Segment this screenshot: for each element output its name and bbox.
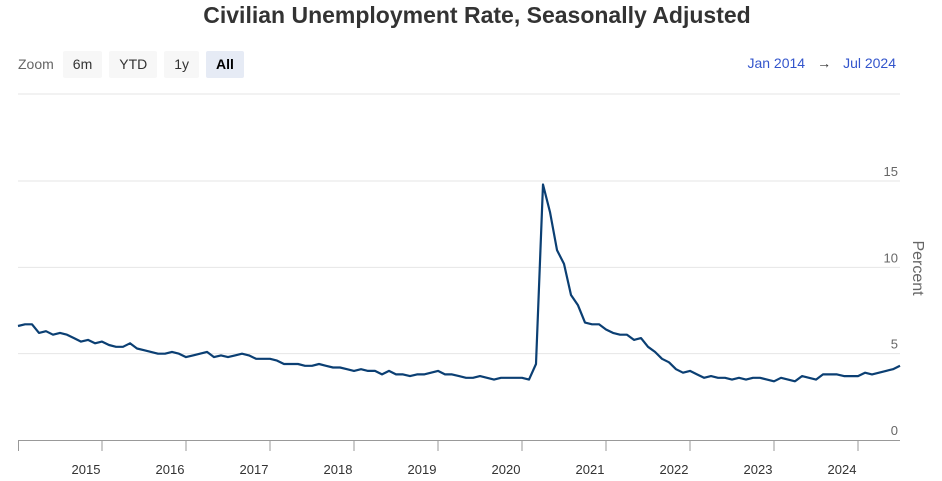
zoom-all-button[interactable]: All bbox=[206, 50, 244, 78]
x-tick-label: 2021 bbox=[576, 462, 605, 477]
range-end-date[interactable]: Jul 2024 bbox=[843, 55, 896, 71]
zoom-1y-button[interactable]: 1y bbox=[164, 50, 200, 78]
x-tick-label: 2019 bbox=[408, 462, 437, 477]
x-tick-label: 2020 bbox=[492, 462, 521, 477]
zoom-toolbar: Zoom 6m YTD 1y All bbox=[18, 50, 251, 78]
x-tick-label: 2022 bbox=[660, 462, 689, 477]
x-tick-label: 2017 bbox=[240, 462, 269, 477]
zoom-ytd-button[interactable]: YTD bbox=[109, 50, 158, 78]
y-tick-label: 10 bbox=[884, 250, 898, 265]
y-tick-label: 0 bbox=[891, 423, 898, 438]
date-range: Jan 2014 → Jul 2024 bbox=[747, 55, 896, 71]
x-tick-label: 2023 bbox=[744, 462, 773, 477]
x-tick-label: 2018 bbox=[324, 462, 353, 477]
y-tick-label: 15 bbox=[884, 164, 898, 179]
zoom-6m-button[interactable]: 6m bbox=[62, 50, 103, 78]
series-line bbox=[17, 183, 901, 383]
x-tick-label: 2015 bbox=[72, 462, 101, 477]
y-tick-labels: 0 5 10 15 bbox=[884, 164, 898, 438]
y-axis-label: Percent bbox=[909, 240, 926, 296]
grid-lines bbox=[18, 93, 900, 355]
x-tick-label: 2016 bbox=[156, 462, 185, 477]
x-tick-label: 2024 bbox=[828, 462, 857, 477]
range-start-date[interactable]: Jan 2014 bbox=[747, 55, 806, 71]
zoom-label: Zoom bbox=[18, 56, 54, 72]
x-axis: 2015 2016 2017 2018 2019 2020 2021 2022 2023 2024 bbox=[18, 440, 900, 477]
chart-title: Civilian Unemployment Rate, Seasonally A… bbox=[203, 2, 751, 28]
range-arrow-icon: → bbox=[817, 55, 832, 71]
y-tick-label: 5 bbox=[891, 337, 898, 352]
